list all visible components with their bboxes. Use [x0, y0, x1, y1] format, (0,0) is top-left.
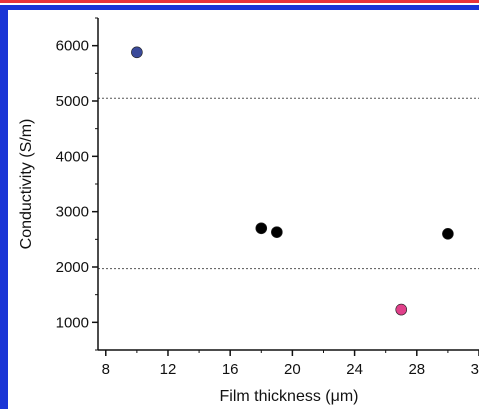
- y-axis-title: Conductivity (S/m): [18, 119, 35, 250]
- x-tick-label-5: 28: [408, 361, 425, 378]
- y-ticks: 1000 2000 3000 4000 5000 6000: [56, 17, 98, 351]
- frame-top-border: [0, 5, 479, 10]
- x-tick-label-6: 32: [471, 361, 479, 378]
- data-points: [131, 46, 454, 316]
- x-tick-label-4: 24: [346, 361, 363, 378]
- x-axis-title: Film thickness (μm): [220, 388, 359, 405]
- x-ticks: 8 12 16 20 24 28 32: [102, 350, 479, 378]
- y-tick-label-1: 2000: [56, 259, 89, 276]
- x-tick-label-3: 20: [284, 361, 301, 378]
- y-tick-label-0: 1000: [56, 314, 89, 331]
- data-point-3: [395, 303, 408, 316]
- data-point-0: [131, 46, 143, 59]
- top-rule: [0, 0, 479, 3]
- y-tick-label-4: 5000: [56, 93, 89, 110]
- data-point-4: [442, 228, 454, 240]
- y-tick-label-3: 4000: [56, 148, 89, 165]
- data-point-1: [255, 222, 268, 235]
- plot-area: 8 12 16 20 24 28 32 1000 2000 3000 4000 5000 6000: [56, 17, 479, 378]
- x-tick-label-2: 16: [222, 361, 239, 378]
- data-point-2: [271, 226, 283, 238]
- x-tick-label-1: 12: [160, 361, 177, 378]
- reference-lines: [98, 97, 479, 270]
- x-tick-label-0: 8: [102, 361, 110, 378]
- y-tick-label-2: 3000: [56, 204, 89, 221]
- frame-left-border: [0, 5, 8, 409]
- y-tick-label-5: 6000: [56, 38, 89, 55]
